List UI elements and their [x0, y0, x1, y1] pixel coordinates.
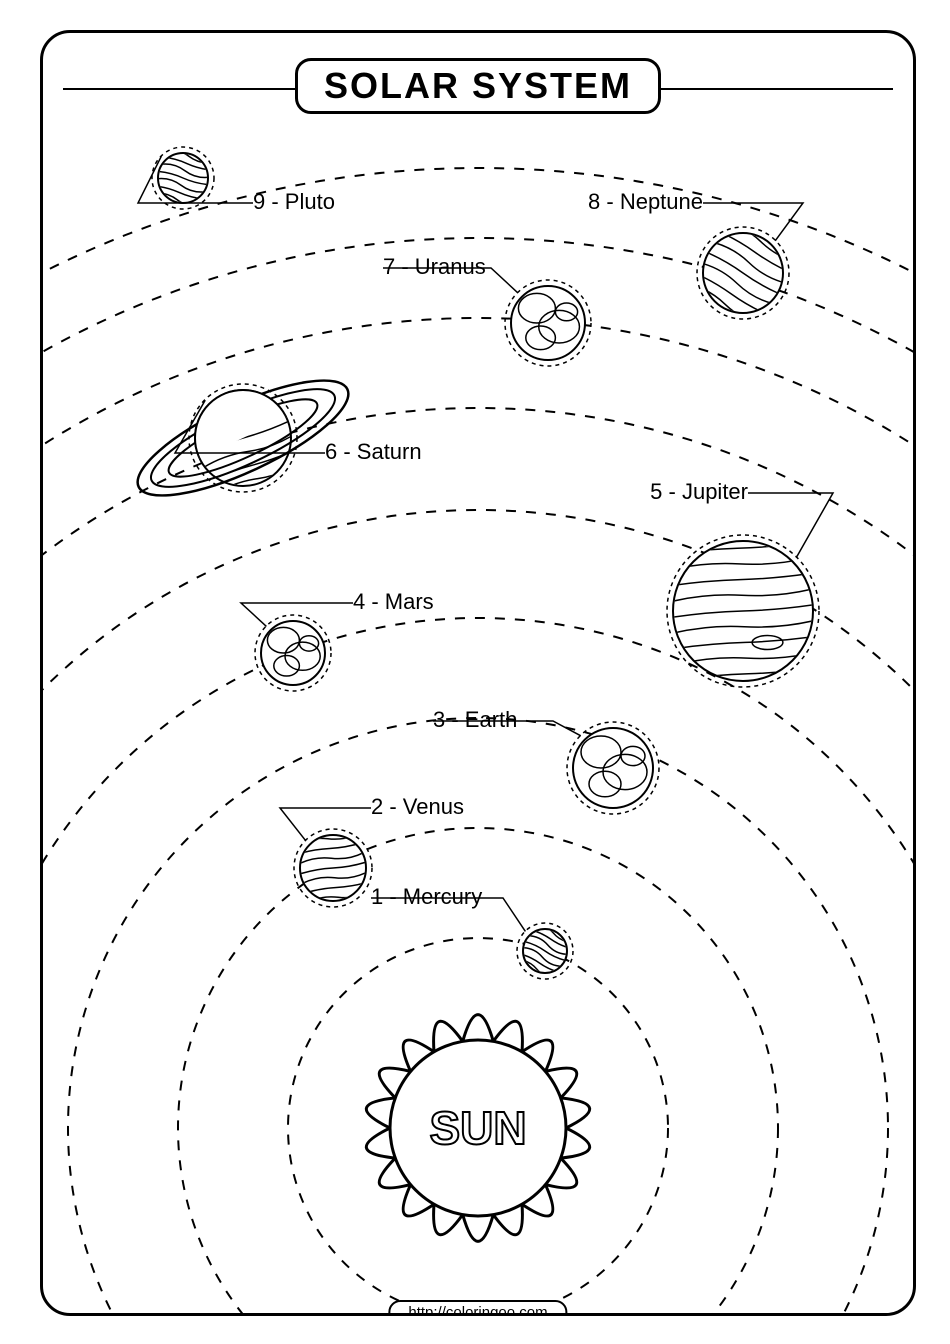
- planet-uranus: [505, 280, 591, 366]
- footer-url: http://coloringoo.com: [388, 1300, 567, 1316]
- diagram-stage: SUN: [43, 33, 913, 1313]
- label-earth: 3 - Earth: [433, 707, 517, 733]
- page: SOLAR SYSTEM SUN 1 - Mercury 2 - Venus 3 -…: [0, 0, 950, 1344]
- label-mars: 4 - Mars: [353, 589, 434, 615]
- label-neptune: 8 - Neptune: [588, 189, 703, 215]
- page-title: SOLAR SYSTEM: [295, 58, 661, 114]
- planet-neptune: [689, 220, 797, 327]
- label-pluto: 9 - Pluto: [253, 189, 335, 215]
- label-venus: 2 - Venus: [371, 794, 464, 820]
- sun: SUN: [366, 1015, 589, 1242]
- label-saturn: 6 - Saturn: [325, 439, 422, 465]
- label-uranus: 7 - Uranus: [383, 254, 486, 280]
- label-jupiter: 5 - Jupiter: [650, 479, 748, 505]
- sun-label: SUN: [429, 1102, 526, 1154]
- frame: SOLAR SYSTEM SUN 1 - Mercury 2 - Venus 3 -…: [40, 30, 916, 1316]
- label-mercury: 1 - Mercury: [371, 884, 482, 910]
